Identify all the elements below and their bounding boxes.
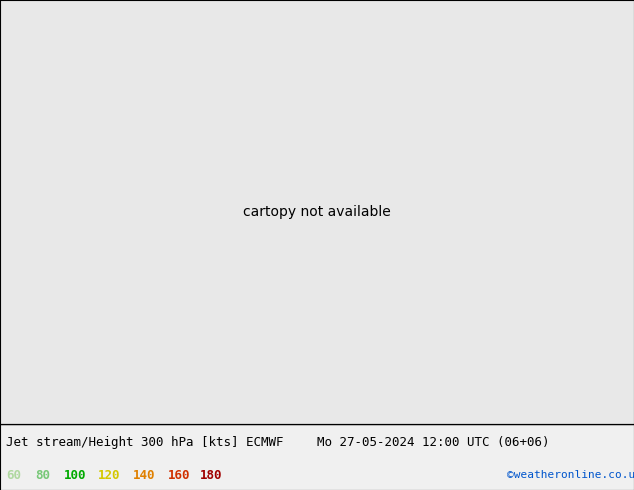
Text: 160: 160: [168, 469, 190, 482]
Text: 140: 140: [133, 469, 155, 482]
Text: ©weatheronline.co.uk: ©weatheronline.co.uk: [507, 470, 634, 481]
Text: 80: 80: [35, 469, 50, 482]
Text: 120: 120: [98, 469, 120, 482]
Text: cartopy not available: cartopy not available: [243, 205, 391, 219]
Text: 100: 100: [63, 469, 86, 482]
Text: Mo 27-05-2024 12:00 UTC (06+06): Mo 27-05-2024 12:00 UTC (06+06): [317, 436, 550, 449]
Text: 180: 180: [200, 469, 222, 482]
Text: 60: 60: [6, 469, 22, 482]
Text: Jet stream/Height 300 hPa [kts] ECMWF: Jet stream/Height 300 hPa [kts] ECMWF: [6, 436, 284, 449]
